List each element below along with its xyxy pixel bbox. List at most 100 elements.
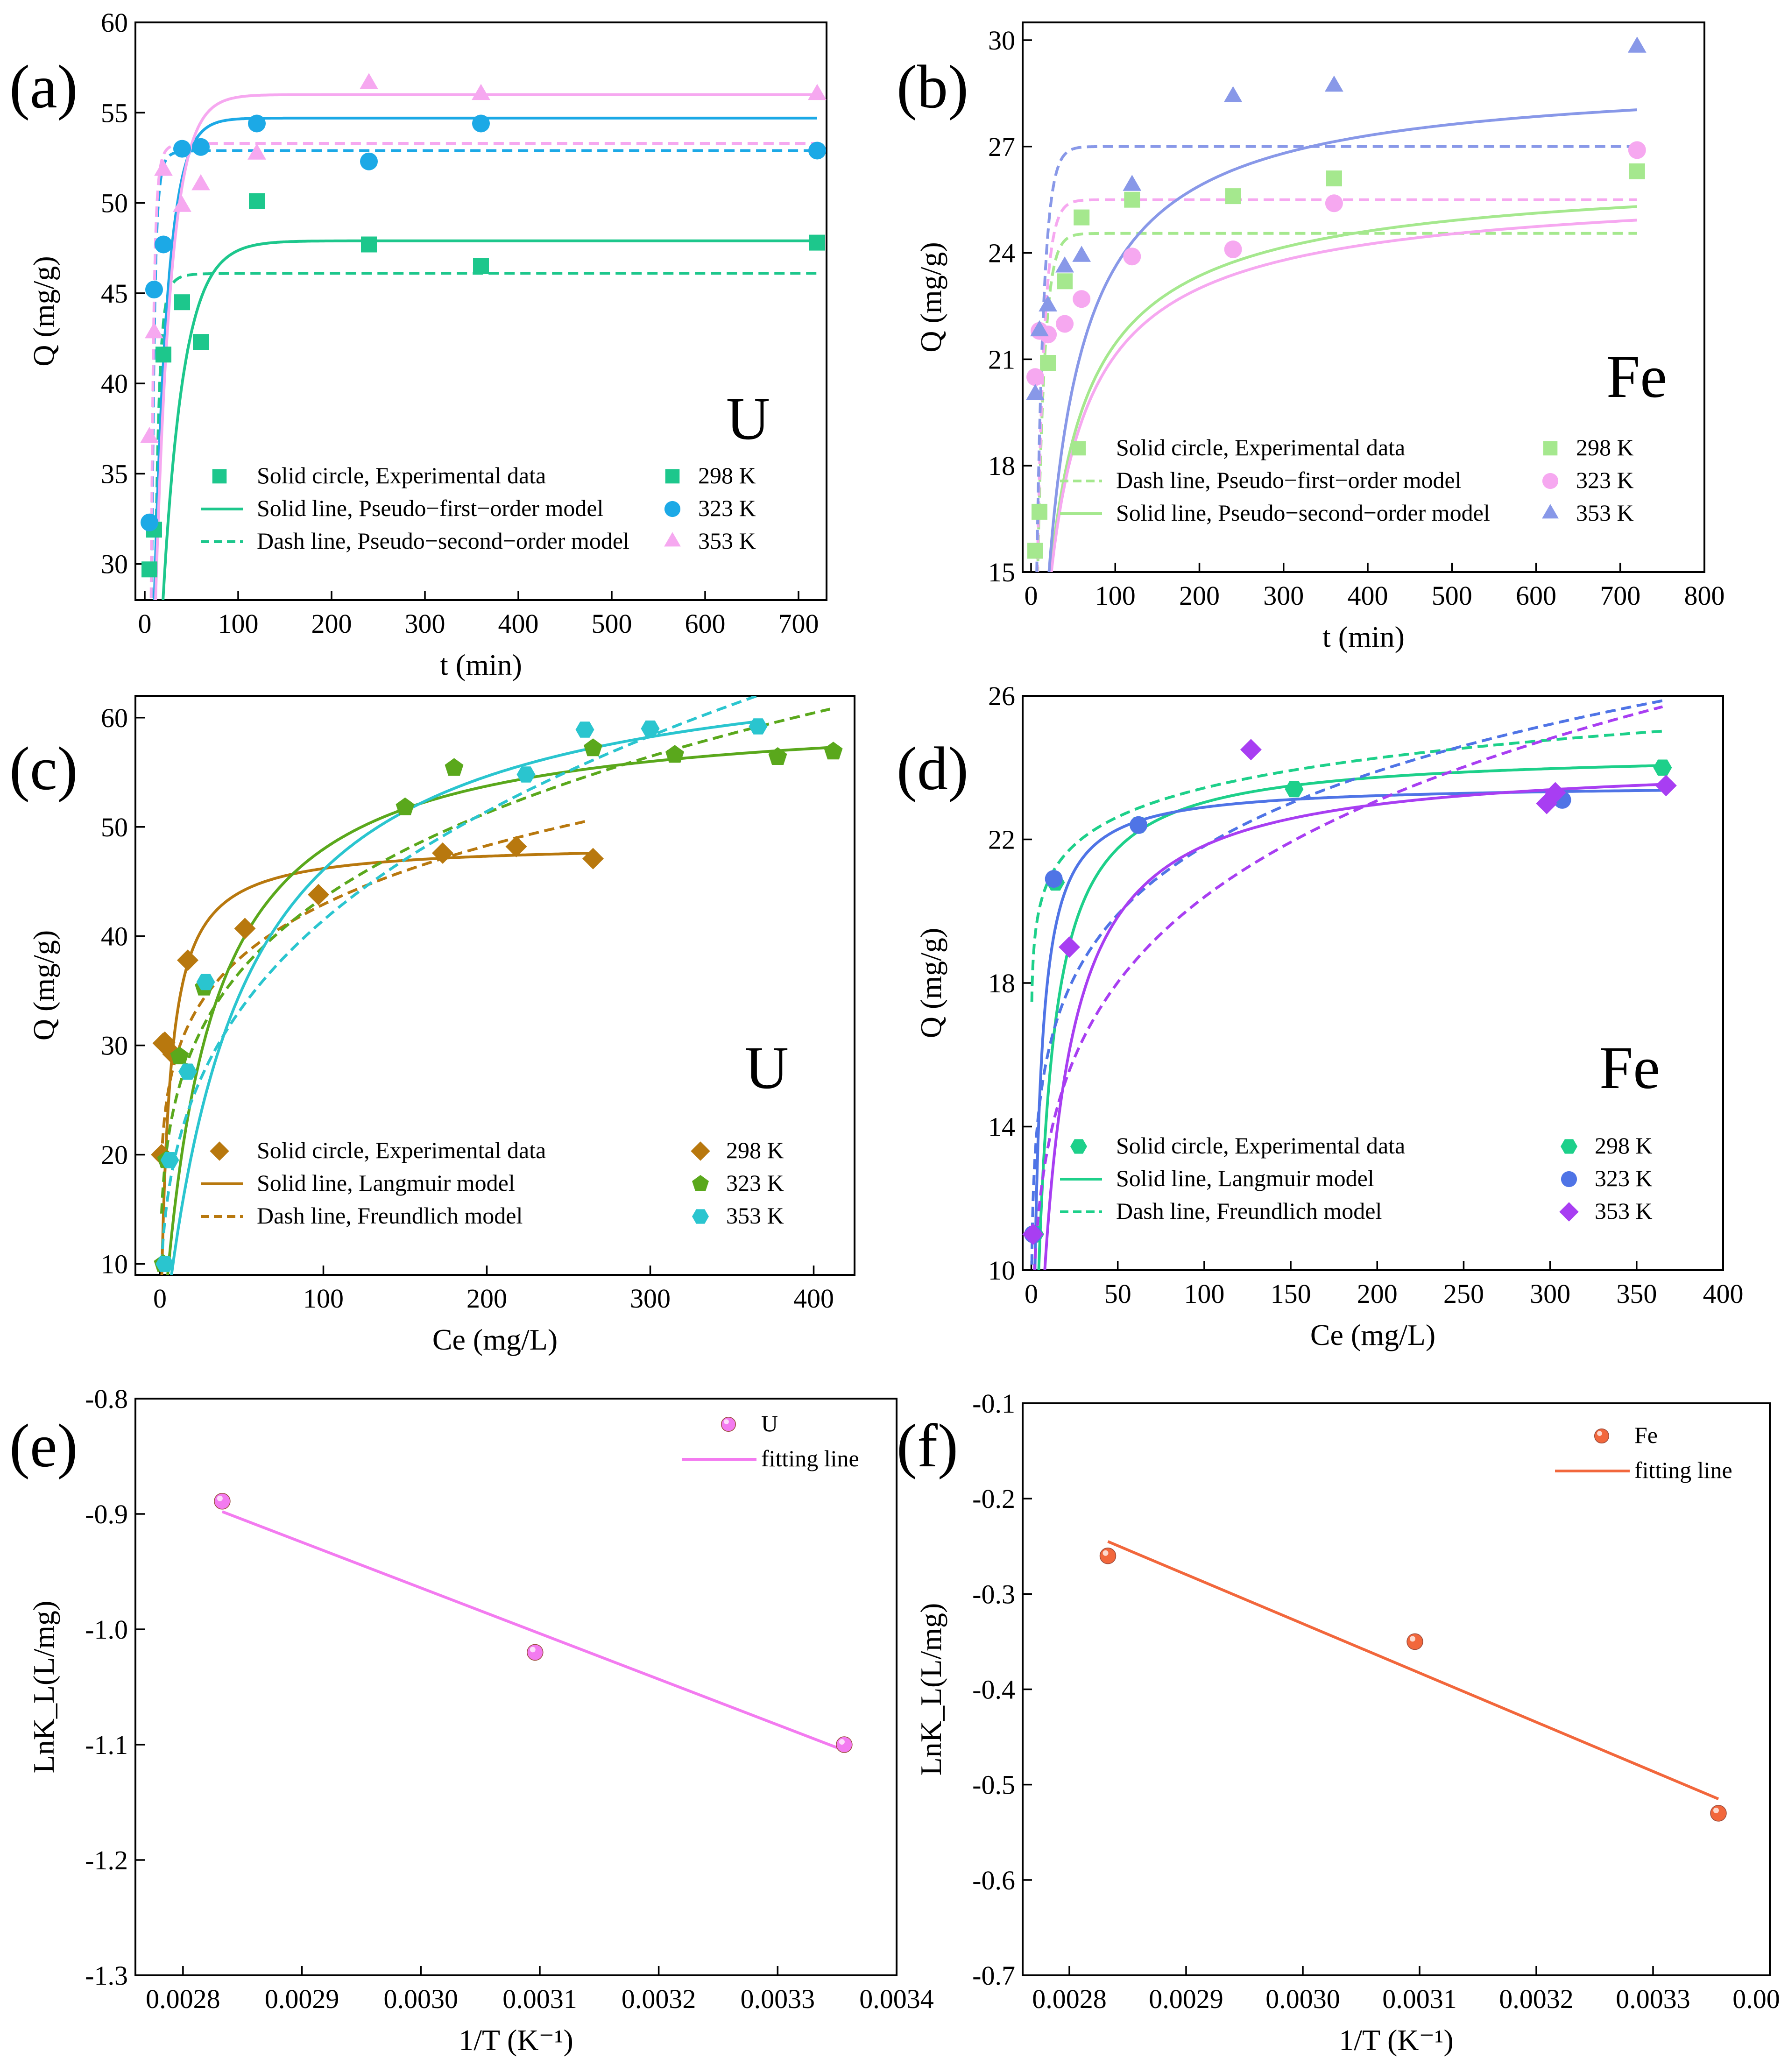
data-point-a-2-4 (191, 174, 210, 191)
legend-sample-marker-a (212, 469, 227, 484)
x-tick-label-e: 0.0034 (859, 1984, 934, 2014)
legend-marker-a-0-shape (665, 469, 680, 484)
data-point-a-2-8-shape (808, 84, 827, 100)
panel-e: 0.0028 0.0029 0.0030 0.0031 0.0032 0.0033 0.00… (9, 1384, 934, 2057)
x-tick-label-e: 0.0033 (741, 1984, 815, 2014)
data-point-b-1-6-shape (1224, 240, 1242, 258)
data-point-c-1-6 (584, 738, 602, 757)
legend-label-b-1: 323 K (1576, 467, 1634, 493)
series-b-2-dash-curve (1035, 145, 1637, 572)
data-point-b-2-3 (1055, 256, 1074, 273)
x-tick-label-b: 200 (1179, 580, 1220, 611)
x-tick-label-c: 0 (153, 1283, 167, 1314)
legend-marker-d-0 (1561, 1139, 1577, 1154)
data-point-f-0-2-highlight (1713, 1807, 1719, 1813)
y-axis-title-b: Q (mg/g) (914, 242, 947, 352)
plot-frame-a (134, 21, 827, 601)
legend-sample-marker-d-shape (1070, 1139, 1087, 1154)
data-point-b-0-8 (1629, 163, 1645, 179)
y-axis-title-c: Q (mg/g) (27, 930, 60, 1040)
fitting-line-e (221, 1510, 845, 1752)
series-a-0-solid-curve (162, 239, 817, 600)
data-point-a-1-0 (141, 513, 158, 531)
data-point-f-0-1-highlight (1410, 1636, 1415, 1642)
data-point-a-2-2-shape (154, 160, 173, 176)
data-point-b-1-0-shape (1026, 368, 1044, 386)
data-point-a-2-0-shape (140, 427, 159, 443)
data-point-b-0-8-shape (1629, 163, 1645, 179)
data-point-a-0-6-shape (361, 236, 377, 253)
data-point-a-0-2-shape (155, 347, 171, 363)
data-point-e-0-1-highlight (530, 1647, 536, 1653)
data-point-a-1-8 (808, 141, 826, 160)
data-point-b-2-0 (1026, 384, 1045, 400)
x-axis-title-f: 1/T (K⁻¹) (1339, 2023, 1454, 2057)
data-point-e-0-2-shape (836, 1736, 853, 1753)
data-point-b-2-2 (1039, 295, 1057, 311)
model-curves-a (149, 93, 817, 600)
legend-left-text-c-0: Solid circle, Experimental data (257, 1137, 546, 1163)
data-point-a-0-7 (473, 258, 489, 274)
x-tick-label-f: 0.0034 (1732, 1984, 1781, 2014)
data-point-b-2-0-shape (1026, 384, 1045, 400)
data-point-b-1-5-shape (1123, 248, 1141, 266)
x-tick-label-e: 0.0032 (622, 1984, 696, 2014)
data-point-b-0-4 (1074, 209, 1090, 226)
data-point-c-2-3 (196, 974, 215, 990)
series-d-0-solid-curve (1037, 764, 1663, 1270)
data-point-c-1-9-shape (824, 742, 843, 760)
data-point-e-0-0-highlight (217, 1495, 223, 1501)
plot-frame-c (134, 695, 855, 1276)
data-point-a-2-1-shape (145, 322, 163, 339)
x-tick-label-b: 800 (1684, 580, 1725, 611)
data-point-b-0-3 (1057, 273, 1073, 290)
panel-f: 0.0028 0.0029 0.0030 0.0031 0.0032 0.0033 0.00… (897, 1388, 1781, 2057)
data-point-a-1-1-shape (145, 281, 163, 299)
data-point-d-2-5-shape (1655, 775, 1677, 797)
data-point-b-0-5 (1124, 191, 1140, 208)
data-point-b-1-6 (1224, 240, 1242, 258)
data-point-c-1-6-shape (584, 738, 602, 757)
legend-marker-f (1594, 1428, 1610, 1444)
element-label-d: Fe (1599, 1034, 1660, 1102)
legend-marker-b-2-shape (1542, 504, 1559, 519)
panel-letter-e: (e) (9, 1411, 78, 1480)
data-point-b-0-1-shape (1032, 503, 1047, 520)
legend-left-text-a-2: Dash line, Pseudo−second−order model (257, 528, 629, 554)
data-point-e-0-1-shape (527, 1644, 544, 1661)
x-tick-label-c: 200 (466, 1283, 507, 1314)
data-point-a-1-4 (192, 138, 210, 156)
data-point-c-1-2 (170, 1047, 189, 1065)
legend-label-b-0: 298 K (1576, 434, 1634, 460)
legend-marker-b-1 (1542, 473, 1559, 489)
fitting-line-f (1107, 1540, 1719, 1801)
data-point-a-1-5-shape (248, 114, 266, 133)
series-b-1-solid-curve (1050, 219, 1637, 572)
data-point-b-1-7 (1325, 194, 1343, 212)
data-point-c-1-4 (396, 797, 415, 815)
data-point-d-1-1 (1045, 870, 1063, 888)
y-tick-label-f: -0.7 (972, 1960, 1015, 1991)
series-c-2-solid-curve (170, 720, 758, 1275)
series-a-2-solid-curve (154, 93, 817, 600)
data-point-b-2-8 (1627, 36, 1647, 53)
data-point-a-1-6 (360, 152, 378, 170)
model-curves-f (1107, 1540, 1719, 1801)
data-point-a-1-6-shape (360, 152, 378, 170)
plot-frame-f (1022, 1402, 1771, 1976)
y-tick-label-b: 15 (988, 557, 1015, 587)
data-point-c-2-2-shape (178, 1063, 197, 1080)
data-point-b-2-4 (1072, 246, 1091, 262)
data-point-b-2-1-shape (1030, 320, 1049, 337)
y-tick-label-e: -1.0 (85, 1614, 128, 1645)
y-tick-label-c: 10 (101, 1249, 128, 1280)
x-tick-label-b: 100 (1095, 580, 1136, 611)
data-point-d-2-5 (1655, 775, 1677, 797)
data-point-a-0-5 (249, 193, 265, 209)
data-point-d-2-0-shape (1022, 1223, 1044, 1245)
data-point-c-2-6 (641, 720, 660, 737)
data-point-b-0-3-shape (1057, 273, 1073, 290)
x-tick-label-f: 0.0032 (1499, 1984, 1574, 2014)
y-tick-label-a: 35 (101, 459, 128, 489)
